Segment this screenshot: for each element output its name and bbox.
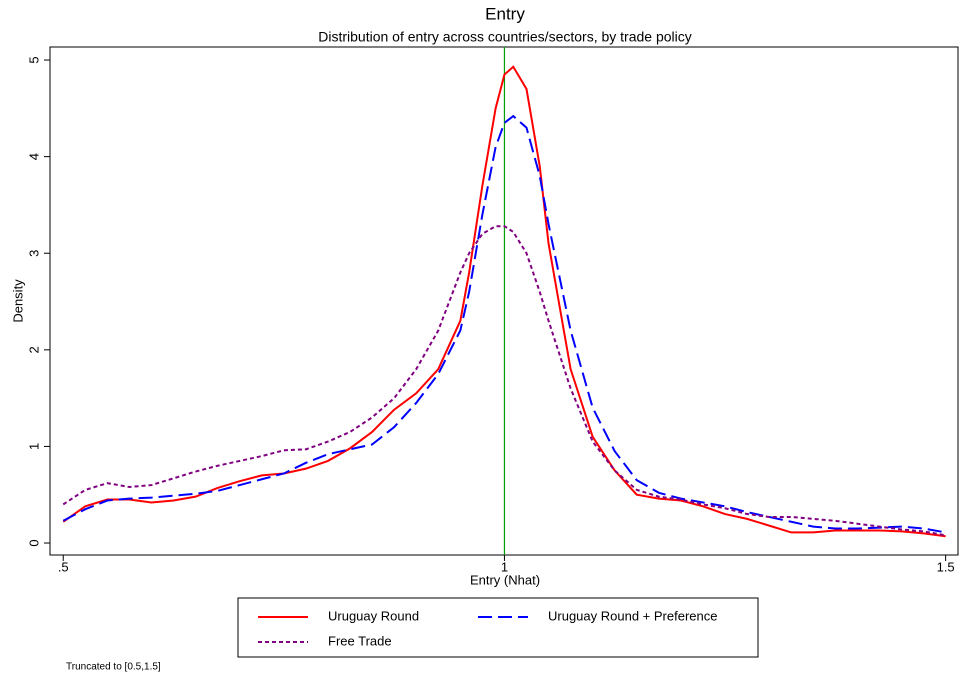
- y-tick-label: 3: [26, 250, 41, 257]
- y-tick-label: 2: [26, 346, 41, 353]
- x-tick-label: 1.5: [937, 559, 955, 574]
- x-tick-label: 1: [501, 559, 508, 574]
- y-tick-label: 0: [26, 539, 41, 546]
- y-tick-label: 4: [26, 153, 41, 160]
- series-line: [62, 114, 946, 534]
- chart-title: Entry: [485, 4, 525, 23]
- legend-label: Uruguay Round + Preference: [548, 608, 717, 623]
- y-tick-label: 1: [26, 443, 41, 450]
- legend-label: Free Trade: [328, 633, 392, 648]
- series-line: [62, 225, 946, 537]
- note: Truncated to [0.5,1.5]: [66, 662, 161, 673]
- y-axis-label: Density: [10, 279, 25, 323]
- x-axis-label: Entry (Nhat): [470, 572, 540, 587]
- series-line: [62, 65, 946, 538]
- legend-label: Uruguay Round: [328, 608, 419, 623]
- chart-subtitle: Distribution of entry across countries/s…: [318, 29, 692, 45]
- y-tick-label: 5: [26, 56, 41, 63]
- legend-box: [237, 597, 759, 658]
- x-tick-label: .5: [58, 559, 69, 574]
